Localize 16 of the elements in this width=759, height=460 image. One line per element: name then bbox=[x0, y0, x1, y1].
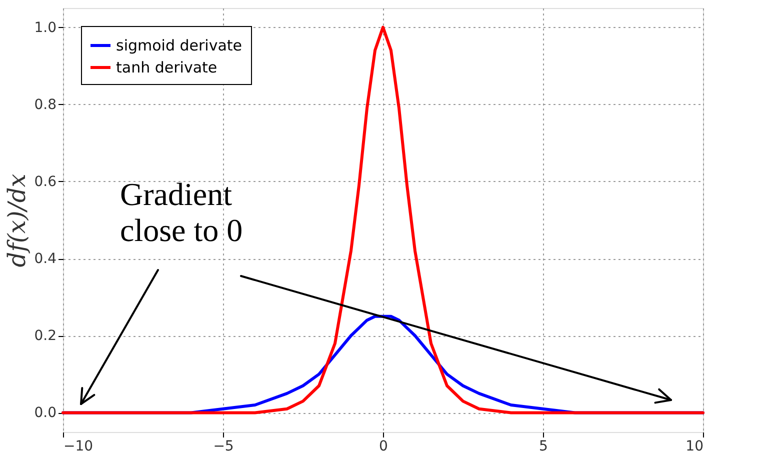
x-tick-label: 5 bbox=[539, 438, 548, 454]
x-tick-label: −10 bbox=[64, 438, 94, 454]
legend-label: sigmoid derivate bbox=[116, 36, 242, 54]
y-axis-title: df(x)/dx bbox=[3, 173, 32, 268]
x-tick-label: 10 bbox=[686, 438, 704, 454]
annotation: Gradient close to 0 bbox=[120, 176, 243, 248]
x-tick-label: −5 bbox=[213, 438, 234, 454]
line-series bbox=[62, 26, 704, 414]
y-tick-label: 1.0 bbox=[34, 20, 56, 36]
y-tick-label: 0.2 bbox=[34, 328, 56, 344]
y-tick-label: 0.0 bbox=[34, 405, 56, 422]
legend-label: tanh derivate bbox=[116, 58, 218, 76]
x-tick-label: 0 bbox=[379, 438, 388, 454]
y-tick-label: 0.6 bbox=[34, 174, 57, 190]
y-tick-label: 0.4 bbox=[34, 251, 57, 268]
y-tick-label: 0.8 bbox=[34, 96, 56, 113]
